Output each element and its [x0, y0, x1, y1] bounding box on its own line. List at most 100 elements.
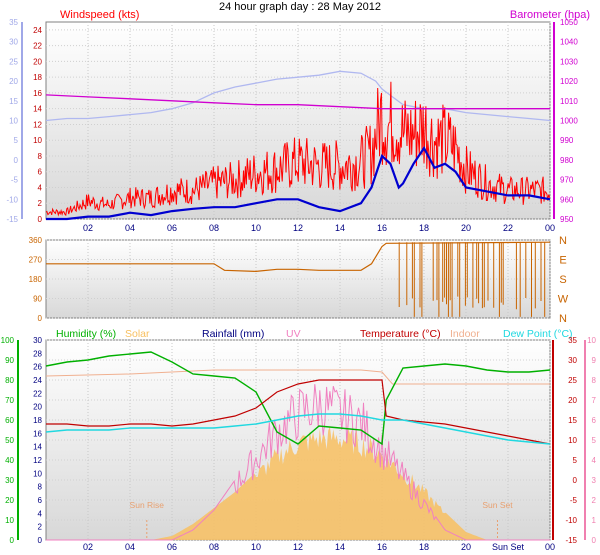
legend-item: Dew Point (°C) [503, 328, 573, 340]
baro-line [45, 94, 550, 110]
x-tick-label: 20 [461, 542, 471, 552]
x-tick-label: 14 [335, 542, 345, 552]
sunset-label: Sun Set [482, 500, 513, 510]
dir-tick-label: 90 [33, 295, 42, 304]
rain-tick-label: 2 [38, 523, 43, 532]
y-tick-label: 12 [33, 120, 42, 129]
x-tick-label: 12 [293, 223, 303, 233]
compass-label: N [559, 313, 567, 325]
temp-tick-label: 5 [573, 456, 578, 465]
x-tick-label: 16 [377, 223, 387, 233]
humidity-tick-label: 20 [5, 496, 14, 505]
legend-item: Temperature (°C) [360, 328, 441, 340]
right-tick-label: 950 [560, 215, 574, 224]
right-tick-label: 990 [560, 136, 574, 145]
y-tick-label: 4 [38, 183, 43, 192]
uv-tick-label: 3 [592, 476, 597, 485]
compass-label: N [559, 235, 567, 247]
indoor-temp-line [45, 70, 551, 122]
rain-tick-label: 22 [33, 389, 42, 398]
uv-tick-label: 0 [592, 536, 597, 545]
uv-tick-label: 4 [592, 456, 597, 465]
temp-tick-label: -10 [565, 516, 577, 525]
uv-tick-label: 6 [592, 416, 597, 425]
humidity-tick-label: 100 [1, 336, 15, 345]
rain-tick-label: 20 [33, 403, 42, 412]
right-tick-label: 1040 [560, 38, 578, 47]
far-left-tick-label: 5 [14, 136, 19, 145]
humidity-tick-label: 90 [5, 356, 14, 365]
right-tick-label: 970 [560, 176, 574, 185]
x-tick-label: 08 [209, 542, 219, 552]
y-tick-label: 2 [38, 199, 43, 208]
avg-wind-line [46, 145, 551, 221]
x-tick-label: 00 [545, 542, 555, 552]
humidity-tick-label: 70 [5, 396, 14, 405]
x-tick-label: 16 [377, 542, 387, 552]
temp-tick-label: -15 [565, 536, 577, 545]
y-tick-label: 16 [33, 89, 42, 98]
temperature-line [46, 379, 551, 445]
right-tick-label: 1050 [560, 18, 578, 27]
x-tick-label: 08 [209, 223, 219, 233]
rain-tick-label: 14 [33, 443, 42, 452]
x-tick-label: 10 [251, 223, 261, 233]
chart-title: 24 hour graph day : 28 May 2012 [219, 1, 381, 13]
rain-tick-label: 12 [33, 456, 42, 465]
temp-tick-label: -5 [570, 496, 578, 505]
uv-tick-label: 5 [592, 436, 597, 445]
humidity-tick-label: 10 [5, 516, 14, 525]
legend-item: UV [286, 328, 301, 340]
y-tick-label: 8 [38, 152, 43, 161]
far-left-tick-label: -15 [6, 215, 18, 224]
rain-tick-label: 16 [33, 429, 42, 438]
wind-direction-line [46, 241, 551, 273]
x-tick-label: 04 [125, 223, 135, 233]
temp-tick-label: 10 [568, 436, 577, 445]
x-tick-label: 04 [125, 542, 135, 552]
rain-tick-label: 18 [33, 416, 42, 425]
x-tick-label: 00 [545, 223, 555, 233]
rain-tick-label: 8 [38, 483, 43, 492]
far-left-tick-label: 35 [9, 18, 18, 27]
x-tick-label: 02 [83, 542, 93, 552]
right-tick-label: 960 [560, 195, 574, 204]
far-left-tick-label: 30 [9, 38, 18, 47]
dir-tick-label: 180 [29, 275, 43, 284]
humidity-tick-label: 30 [5, 476, 14, 485]
humidity-tick-label: 0 [10, 536, 15, 545]
temp-tick-label: 30 [568, 356, 577, 365]
compass-label: W [558, 294, 569, 306]
y-tick-label: 20 [33, 57, 42, 66]
uv-tick-label: 9 [592, 356, 597, 365]
baro-axis-title: Barometer (hpa) [510, 9, 590, 21]
y-tick-label: 6 [38, 168, 43, 177]
uv-tick-label: 10 [587, 336, 596, 345]
temp-tick-label: 35 [568, 336, 577, 345]
legend-item: Solar [125, 328, 150, 340]
humidity-tick-label: 40 [5, 456, 14, 465]
temp-tick-label: 25 [568, 376, 577, 385]
legend-item: Humidity (%) [56, 328, 116, 340]
far-left-tick-label: 0 [14, 156, 19, 165]
y-tick-label: 24 [33, 26, 42, 35]
y-tick-label: 22 [33, 42, 42, 51]
right-tick-label: 1030 [560, 57, 578, 66]
indoor-line [45, 369, 550, 385]
y-tick-label: 0 [38, 215, 43, 224]
legend-item: Indoor [450, 328, 480, 340]
right-tick-label: 980 [560, 156, 574, 165]
far-left-tick-label: 25 [9, 57, 18, 66]
uv-tick-label: 1 [592, 516, 597, 525]
rain-tick-label: 0 [38, 536, 43, 545]
x-tick-label: 02 [83, 223, 93, 233]
x-tick-label: 06 [167, 542, 177, 552]
far-left-tick-label: 15 [9, 97, 18, 106]
dew-point-line [45, 413, 551, 445]
wind-axis-title: Windspeed (kts) [60, 9, 139, 21]
x-tick-label: 22 [503, 223, 513, 233]
rain-tick-label: 26 [33, 363, 42, 372]
y-tick-label: 14 [33, 105, 42, 114]
x-tick-label: 06 [167, 223, 177, 233]
